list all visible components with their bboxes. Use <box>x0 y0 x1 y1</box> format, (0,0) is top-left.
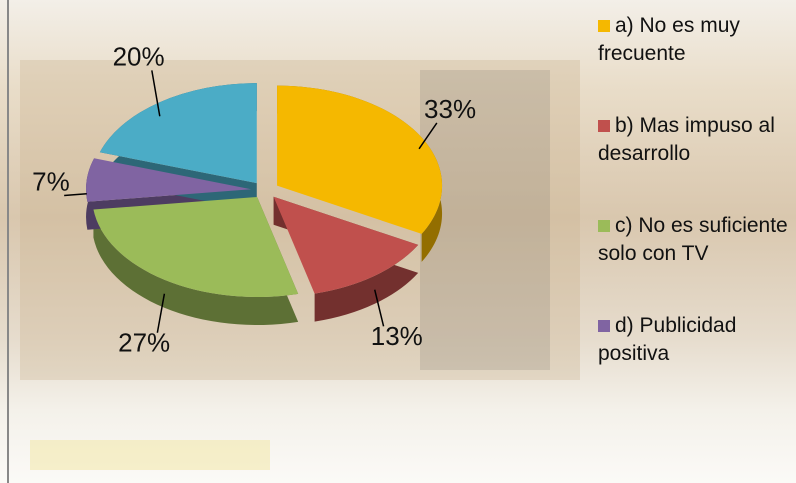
legend-swatch <box>598 20 610 32</box>
legend-swatch <box>598 320 610 332</box>
data-label: 33% <box>424 94 476 124</box>
legend-item: a) No es muy frecuente <box>598 12 788 68</box>
data-label: 13% <box>371 321 423 351</box>
data-label: 20% <box>113 41 165 71</box>
legend-item: b) Mas impuso al desarrollo <box>598 112 788 168</box>
legend-label: a) No es muy frecuente <box>598 14 740 65</box>
legend-item: d) Publicidad positiva <box>598 312 788 368</box>
legend-label: b) Mas impuso al desarrollo <box>598 114 775 165</box>
data-label: 7% <box>32 166 70 196</box>
legend-item: c) No es suficiente solo con TV <box>598 212 788 268</box>
legend-swatch <box>598 220 610 232</box>
data-label: 27% <box>118 328 170 358</box>
legend-label: c) No es suficiente solo con TV <box>598 214 788 265</box>
legend-label: d) Publicidad positiva <box>598 314 736 365</box>
chart: 33% 13% 27% 7% 20% a) No es muy frecuente b) … <box>0 0 796 483</box>
legend-swatch <box>598 120 610 132</box>
background-photo <box>30 440 270 470</box>
